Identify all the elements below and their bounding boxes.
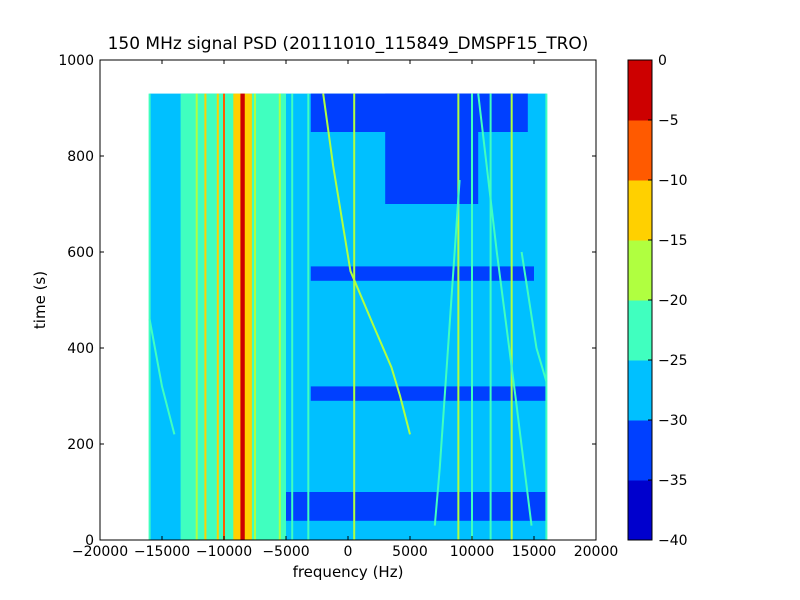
drifting-signal-trace — [477, 93, 533, 526]
x-tick-label: −20000 — [72, 544, 128, 560]
colorbar-tick-label: −20 — [658, 293, 688, 309]
colorbar-tick-label: −15 — [658, 233, 688, 249]
y-tick-label: 200 — [67, 437, 94, 453]
chart-title: 150 MHz signal PSD (20111010_115849_DMSP… — [108, 34, 589, 54]
low-power-band — [385, 93, 479, 204]
drifting-signal-trace — [148, 319, 176, 435]
y-tick-label: 0 — [85, 533, 94, 549]
x-tick-label: −15000 — [134, 544, 190, 560]
colorbar-segment — [628, 180, 652, 241]
y-tick-label: 600 — [67, 245, 94, 261]
x-tick-label: 5000 — [392, 544, 428, 560]
colorbar: −40 −35 −30 −25 −20 −15 −10 −5 0 — [627, 53, 688, 549]
x-tick-label: 20000 — [574, 544, 619, 560]
y-tick-label: 800 — [67, 149, 94, 165]
colorbar-segment — [628, 240, 652, 301]
plot-area: −20000 −15000 −10000 −5000 0 5000 10000 15000 20… — [58, 53, 618, 560]
x-tick-label: 10000 — [450, 544, 495, 560]
y-tick-label: 1000 — [58, 53, 94, 69]
colorbar-segment — [628, 420, 652, 481]
colorbar-tick-label: −35 — [658, 473, 688, 489]
low-power-band — [310, 266, 534, 281]
x-tick-label: −5000 — [262, 544, 309, 560]
low-power-band — [286, 492, 547, 521]
carrier-line — [240, 93, 245, 540]
colorbar-tick-label: 0 — [658, 53, 667, 69]
drifting-signal-trace — [433, 179, 461, 526]
y-tick-label: 400 — [67, 341, 94, 357]
colorbar-tick-label: −40 — [658, 533, 688, 549]
colorbar-tick-label: −25 — [658, 353, 688, 369]
colorbar-segment — [628, 480, 652, 541]
x-tick-label: 0 — [344, 544, 353, 560]
colorbar-tick-label: −5 — [658, 113, 679, 129]
colorbar-segment — [628, 60, 652, 121]
y-axis-label: time (s) — [31, 271, 49, 329]
heatmap — [148, 93, 548, 540]
x-axis: −20000 −15000 −10000 −5000 0 5000 10000 15000 20… — [72, 60, 618, 560]
drifting-signal-trace — [520, 251, 548, 382]
colorbar-tick-label: −10 — [658, 173, 688, 189]
x-tick-label: −10000 — [196, 544, 252, 560]
colorbar-tick-label: −30 — [658, 413, 688, 429]
y-axis: 0 200 400 600 800 1000 — [58, 53, 596, 549]
colorbar-segment — [628, 120, 652, 181]
x-tick-label: 15000 — [512, 544, 557, 560]
low-power-band — [310, 386, 547, 401]
colorbar-segment — [628, 360, 652, 421]
colorbar-segment — [628, 300, 652, 361]
drifting-signal-trace — [322, 93, 411, 435]
x-axis-label: frequency (Hz) — [293, 563, 404, 581]
